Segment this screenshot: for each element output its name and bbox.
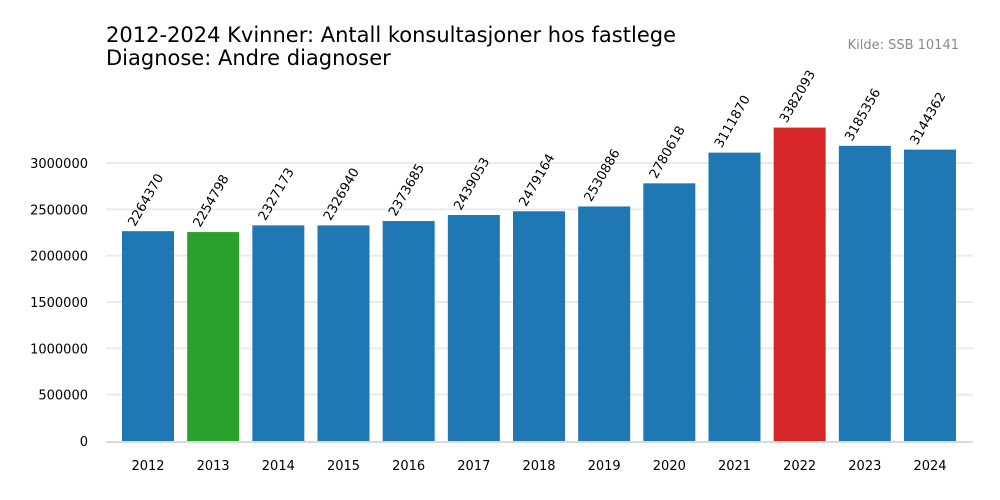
x-tick-label: 2014: [262, 459, 295, 474]
subtitle-line: Diagnose: Andre diagnoser: [106, 46, 391, 70]
data-label: 3111870: [712, 93, 754, 151]
source-note: Kilde: SSB 10141: [847, 38, 959, 53]
y-tick-label: 3000000: [30, 157, 88, 172]
chart-title: 2012-2024 Kvinner: Antall konsultasjoner…: [106, 24, 676, 70]
x-tick-label: 2020: [653, 459, 686, 474]
bar: [904, 149, 956, 442]
data-label: 3144362: [907, 90, 949, 148]
y-tick-label: 1000000: [30, 342, 88, 357]
x-tick-label: 2012: [131, 459, 164, 474]
data-label: 2264370: [125, 172, 167, 230]
data-label: 2530886: [582, 147, 624, 205]
bar: [838, 145, 891, 442]
data-label: 3382093: [777, 68, 819, 126]
x-tick-label: 2016: [392, 459, 425, 474]
x-tick-label: 2024: [913, 459, 946, 474]
title-line: 2012-2024 Kvinner: Antall konsultasjoner…: [106, 23, 676, 47]
y-tick-label: 1500000: [30, 296, 88, 311]
bar: [513, 211, 565, 441]
x-tick-label: 2018: [522, 459, 555, 474]
data-label: 2780618: [647, 124, 689, 182]
y-tick-label: 2000000: [30, 250, 88, 265]
data-label: 2327173: [256, 166, 298, 224]
bar: [578, 206, 631, 441]
x-tick-label: 2019: [588, 459, 621, 474]
bar: [708, 152, 761, 442]
x-tick-label: 2022: [783, 459, 816, 474]
data-label: 2254798: [191, 172, 233, 230]
bar: [643, 183, 696, 441]
data-label: 2479164: [516, 152, 558, 210]
x-tick-label: 2023: [848, 459, 881, 474]
x-tick-label: 2021: [718, 459, 751, 474]
data-label: 2326940: [321, 166, 363, 224]
bar: [447, 214, 500, 441]
x-tick-label: 2017: [457, 459, 490, 474]
bar: [252, 225, 305, 441]
bar: [122, 231, 174, 441]
x-tick-label: 2015: [327, 459, 360, 474]
y-tick-label: 0: [80, 435, 88, 450]
data-label: 3185356: [842, 86, 884, 144]
x-tick-label: 2013: [197, 459, 230, 474]
bar: [187, 232, 240, 441]
bar: [317, 225, 370, 441]
data-label: 2373685: [386, 161, 428, 219]
bar: [382, 221, 435, 441]
y-tick-label: 2500000: [30, 203, 88, 218]
bar: [773, 127, 826, 441]
y-tick-label: 500000: [38, 389, 88, 404]
